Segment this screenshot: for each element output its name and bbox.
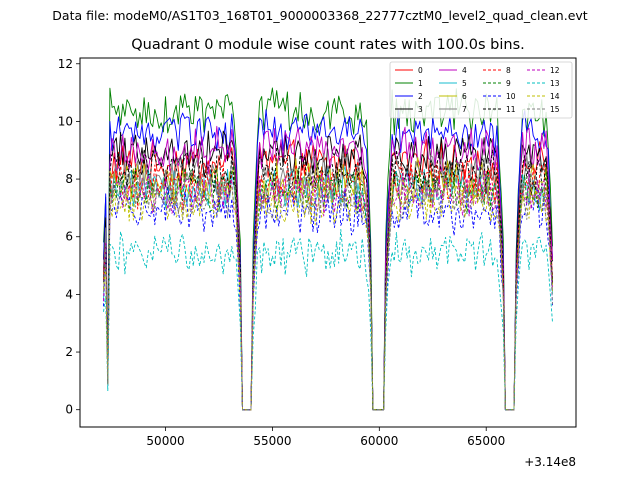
legend-label-15: 15 xyxy=(550,105,560,114)
legend-label-1: 1 xyxy=(418,79,423,88)
x-offset-label: +3.14e8 xyxy=(524,455,576,469)
y-tick-label: 6 xyxy=(65,230,73,244)
legend-label-11: 11 xyxy=(506,105,516,114)
x-tick-label: 65000 xyxy=(467,434,505,448)
y-tick-label: 8 xyxy=(65,172,73,186)
x-tick-label: 50000 xyxy=(146,434,184,448)
y-tick-label: 10 xyxy=(58,114,73,128)
legend-label-14: 14 xyxy=(550,92,560,101)
series-line-11 xyxy=(103,146,553,411)
y-axis: 0 2 4 6 8 10 12 xyxy=(58,57,80,417)
legend-label-8: 8 xyxy=(506,66,511,75)
legend-label-0: 0 xyxy=(418,66,423,75)
axes-frame xyxy=(79,57,577,428)
legend-label-3: 3 xyxy=(418,105,423,114)
legend-label-5: 5 xyxy=(462,79,467,88)
y-tick-label: 4 xyxy=(65,287,73,301)
data-file-suptitle: Data file: modeM0/AS1T03_168T01_90000033… xyxy=(52,8,587,23)
legend-label-13: 13 xyxy=(550,79,560,88)
y-tick-label: 0 xyxy=(65,403,73,417)
series-layer xyxy=(103,87,553,411)
legend-label-4: 4 xyxy=(462,66,467,75)
legend-label-6: 6 xyxy=(462,92,467,101)
y-tick-label: 12 xyxy=(58,57,73,71)
legend-label-7: 7 xyxy=(462,105,467,114)
x-tick-label: 55000 xyxy=(253,434,291,448)
series-line-9 xyxy=(103,165,553,411)
series-line-0 xyxy=(103,139,553,411)
legend-label-9: 9 xyxy=(506,79,511,88)
series-line-13 xyxy=(103,228,553,411)
legend-label-2: 2 xyxy=(418,92,423,101)
x-tick-label: 60000 xyxy=(360,434,398,448)
legend-box xyxy=(389,61,573,119)
x-axis: 50000 55000 60000 65000 xyxy=(146,427,505,448)
series-line-12 xyxy=(103,169,553,411)
series-line-4 xyxy=(103,125,553,411)
legend-label-12: 12 xyxy=(550,66,560,75)
legend-label-10: 10 xyxy=(506,92,516,101)
chart-title: Quadrant 0 module wise count rates with … xyxy=(131,37,525,53)
y-tick-label: 2 xyxy=(65,345,73,359)
series-line-15 xyxy=(103,172,553,411)
